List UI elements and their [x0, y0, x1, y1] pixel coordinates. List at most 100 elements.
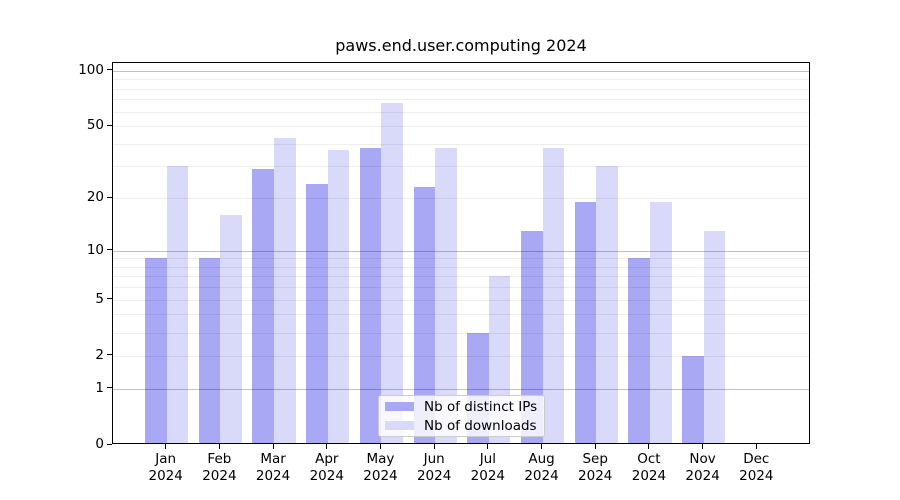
gridline-minor [113, 332, 809, 334]
bar-distinct-ips [252, 169, 275, 443]
y-axis-tick [107, 69, 112, 71]
x-tick-month: Mar [260, 451, 286, 467]
bar-downloads [435, 147, 457, 443]
x-axis-tick [702, 444, 704, 449]
x-axis-tick [218, 444, 220, 449]
y-tick-label: 100 [78, 61, 104, 78]
x-tick-label: May 2024 [348, 451, 412, 484]
legend-item-downloads: Nb of downloads [385, 418, 538, 434]
x-axis-tick [541, 444, 543, 449]
legend: Nb of distinct IPs Nb of downloads [378, 395, 545, 437]
x-axis-tick [433, 444, 435, 449]
x-tick-label: Nov 2024 [671, 451, 735, 484]
x-tick-month: Jun [423, 451, 445, 467]
x-tick-year: 2024 [255, 467, 291, 484]
plot-area [112, 62, 810, 444]
bar-downloads [596, 166, 618, 443]
bar-downloads [274, 138, 296, 443]
x-tick-month: Feb [207, 451, 232, 467]
gridline-minor [113, 99, 809, 101]
x-tick-year: 2024 [416, 467, 452, 484]
gridline-minor [113, 79, 809, 81]
bar-distinct-ips [145, 258, 167, 443]
x-axis-tick [272, 444, 274, 449]
gridline-minor [113, 258, 809, 260]
legend-swatch-downloads-icon [385, 421, 414, 430]
y-tick-label: 5 [95, 290, 104, 307]
x-axis-tick [487, 444, 489, 449]
x-tick-year: 2024 [363, 467, 398, 484]
x-axis-tick [165, 444, 167, 449]
y-tick-label: 1 [95, 379, 104, 396]
x-tick-month: Nov [689, 451, 716, 467]
gridline-major [113, 250, 809, 252]
x-tick-year: 2024 [578, 467, 613, 484]
grid-layer [113, 63, 809, 443]
y-tick-label: 20 [86, 189, 104, 206]
bar-downloads [166, 166, 189, 443]
bar-distinct-ips [682, 355, 704, 443]
bar-downloads [381, 102, 404, 443]
legend-swatch-distinct-ips-icon [385, 402, 414, 411]
bar-downloads [703, 230, 726, 443]
gridline-minor [113, 276, 809, 278]
y-axis-tick [107, 298, 112, 300]
x-axis-tick [326, 444, 328, 449]
bar-distinct-ips [359, 147, 382, 443]
x-tick-label: Sep 2024 [563, 451, 627, 484]
bar-downloads [327, 149, 350, 443]
bar-distinct-ips [198, 258, 221, 443]
x-tick-year: 2024 [470, 467, 506, 484]
x-tick-label: Feb 2024 [187, 451, 251, 484]
bar-downloads [542, 147, 565, 443]
bar-distinct-ips [306, 183, 328, 443]
legend-label-distinct-ips: Nb of distinct IPs [424, 398, 538, 415]
x-axis-tick [648, 444, 650, 449]
bar-distinct-ips [574, 202, 597, 443]
legend-item-distinct-ips: Nb of distinct IPs [385, 399, 538, 415]
y-tick-label: 10 [86, 241, 104, 258]
bar-downloads [220, 215, 242, 443]
y-axis-tick [107, 387, 112, 389]
gridline-major [113, 70, 809, 72]
x-axis-tick [755, 444, 757, 449]
gridline-minor [113, 266, 809, 268]
y-axis-tick [107, 124, 112, 126]
y-axis-tick [107, 196, 112, 198]
gridline-minor [113, 198, 809, 200]
legend-label-downloads: Nb of downloads [424, 417, 537, 434]
x-tick-month: Aug [528, 451, 555, 467]
x-tick-label: Jun 2024 [402, 451, 466, 484]
x-tick-month: Sep [582, 451, 608, 467]
x-tick-year: 2024 [685, 467, 720, 484]
gridline-minor [113, 287, 809, 289]
x-tick-year: 2024 [148, 467, 183, 484]
x-tick-month: Jan [155, 451, 177, 467]
gridline-minor [113, 355, 809, 357]
x-tick-year: 2024 [309, 467, 344, 484]
x-tick-label: Dec 2024 [724, 451, 788, 484]
bar-distinct-ips [413, 187, 436, 443]
y-tick-label: 0 [95, 436, 104, 452]
x-tick-label: Oct 2024 [617, 451, 681, 484]
gridline-minor [113, 111, 809, 113]
x-tick-label: Apr 2024 [295, 451, 359, 484]
gridline-minor [113, 126, 809, 128]
gridline-minor [113, 88, 809, 90]
bar-distinct-ips [520, 230, 543, 443]
x-tick-label: Jan 2024 [134, 451, 198, 484]
gridline-minor [113, 314, 809, 316]
y-tick-label: 50 [86, 117, 104, 134]
x-tick-year: 2024 [202, 467, 237, 484]
gridline-minor [113, 143, 809, 145]
x-tick-month: Apr [315, 451, 339, 467]
x-tick-year: 2024 [524, 467, 559, 484]
bar-downloads [649, 202, 672, 443]
gridline-major [113, 388, 809, 390]
x-tick-month: Dec [743, 451, 770, 467]
x-tick-label: Mar 2024 [241, 451, 305, 484]
x-tick-label: Jul 2024 [456, 451, 520, 484]
x-tick-year: 2024 [631, 467, 667, 484]
bar-distinct-ips [628, 258, 650, 443]
